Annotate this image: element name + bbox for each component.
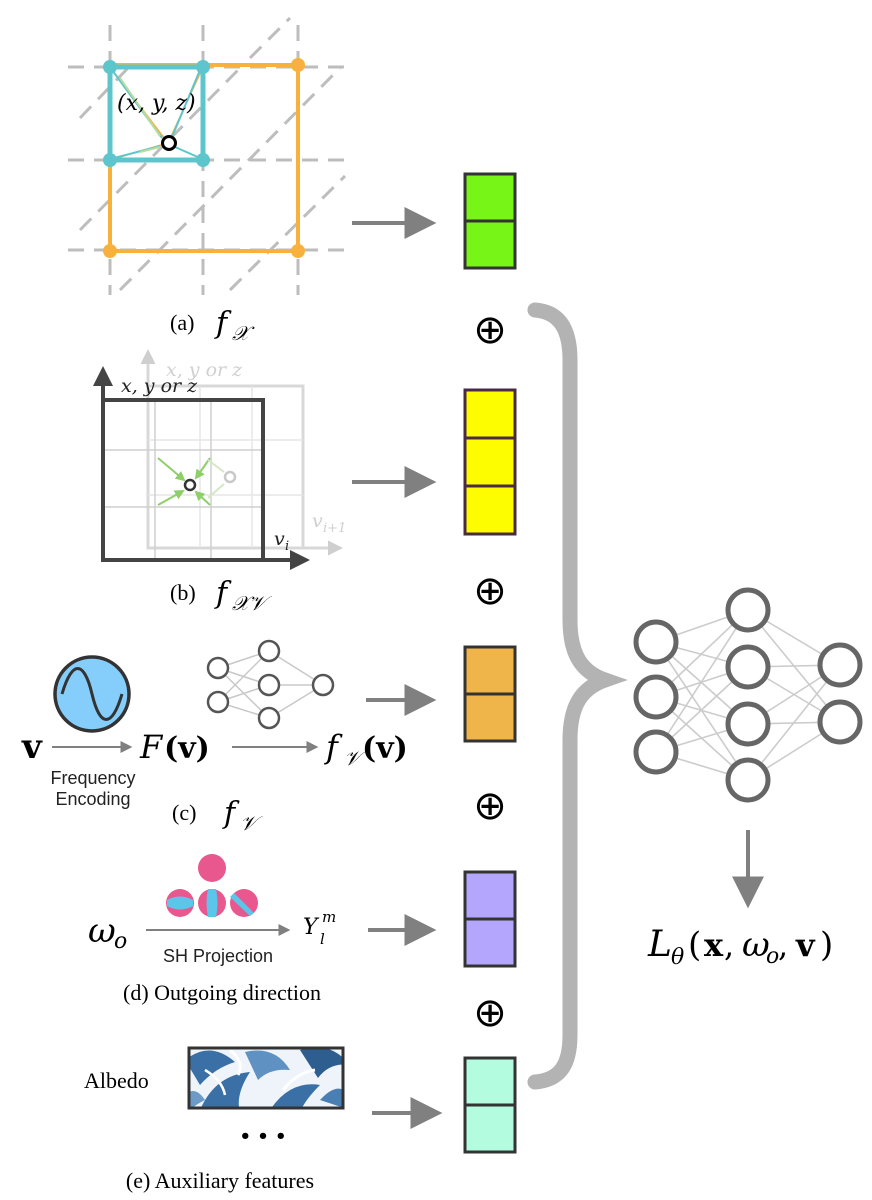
concat-operators: ⊕ ⊕ ⊕ ⊕ — [473, 307, 507, 1036]
svg-text:L: L — [647, 924, 672, 965]
neural-network-icon — [206, 639, 335, 730]
feature-vector-orange — [463, 645, 517, 743]
svg-text:m: m — [322, 908, 336, 926]
svg-text:SH Projection: SH Projection — [163, 946, 273, 966]
svg-text:(v): (v) — [362, 731, 408, 766]
feature-vector-green — [463, 172, 517, 270]
ellipsis: • • • — [239, 1126, 286, 1147]
svg-text:v: v — [274, 528, 285, 550]
panel-e-caption: (e) Auxiliary features — [126, 1168, 314, 1193]
svg-text:(c): (c) — [172, 800, 196, 825]
svg-text:f: f — [214, 576, 232, 611]
panel-b-caption: (b) f 𝒳𝒱 — [170, 576, 272, 615]
svg-text:v: v — [312, 510, 323, 532]
panel-c-formula: v F (v) f 𝒱 (v) Frequency Encoding — [21, 727, 408, 809]
svg-text:Frequency: Frequency — [50, 768, 135, 788]
svg-text:f: f — [324, 728, 343, 766]
albedo-label: Albedo — [84, 1068, 149, 1093]
svg-text:): ) — [820, 925, 833, 965]
svg-text:(b): (b) — [170, 580, 196, 605]
panel-a-grid — [68, 16, 348, 295]
svg-text:v: v — [21, 727, 43, 767]
mlp-network-icon — [633, 587, 863, 803]
svg-text:o: o — [114, 929, 127, 954]
svg-text:i: i — [285, 539, 289, 554]
svg-text:Y: Y — [303, 915, 320, 940]
concat-operator: ⊕ — [473, 783, 507, 829]
svg-text:l: l — [320, 930, 325, 948]
svg-text:x, y or z: x, y or z — [166, 359, 243, 381]
svg-text:ω: ω — [88, 911, 116, 951]
panel-a-caption: (a) f 𝒳 — [170, 306, 255, 345]
svg-text:f: f — [222, 796, 240, 831]
panel-a-point-label: (x, y, z) — [117, 91, 196, 116]
svg-text:𝒳: 𝒳 — [232, 321, 255, 345]
svg-text:x, y or z: x, y or z — [121, 375, 198, 397]
svg-text:o: o — [766, 944, 779, 969]
concat-operator: ⊕ — [473, 307, 507, 353]
svg-text:f: f — [214, 306, 232, 341]
panel-b-axis-labels: x, y or z x, y or z v i v i+1 — [121, 359, 346, 554]
sine-wave-icon — [53, 655, 131, 733]
feature-vector-mint — [463, 1056, 517, 1154]
svg-text:,: , — [724, 926, 734, 964]
svg-text:(: ( — [688, 925, 701, 965]
svg-text:Encoding: Encoding — [55, 789, 130, 809]
svg-text:ω: ω — [742, 925, 770, 965]
feature-vector-yellow — [463, 388, 517, 536]
concat-operator: ⊕ — [473, 990, 507, 1036]
concat-operator: ⊕ — [473, 568, 507, 614]
panel-d-caption: (d) Outgoing direction — [123, 980, 321, 1005]
svg-text:𝒳𝒱: 𝒳𝒱 — [232, 591, 272, 615]
svg-text:(a): (a) — [170, 310, 194, 335]
panel-b-grid — [93, 349, 343, 570]
svg-text:F: F — [139, 728, 164, 766]
svg-text:x: x — [704, 926, 724, 964]
svg-text:𝒱: 𝒱 — [240, 811, 263, 835]
albedo-texture-icon — [187, 1046, 345, 1110]
svg-text:v: v — [795, 926, 816, 964]
svg-text:,: , — [778, 926, 788, 964]
panel-c-caption: (c) f 𝒱 — [172, 796, 263, 835]
svg-text:i+1: i+1 — [323, 521, 346, 536]
svg-text:(v): (v) — [164, 731, 210, 766]
sh-sphere-icon — [166, 854, 258, 917]
svg-text:θ: θ — [671, 945, 684, 970]
curly-brace — [527, 302, 628, 1090]
feature-vector-purple — [463, 870, 517, 968]
output-formula: L θ ( x , ω o , v ) — [647, 924, 833, 970]
panel-d-formula: ω o SH Projection Y m l — [88, 908, 336, 966]
